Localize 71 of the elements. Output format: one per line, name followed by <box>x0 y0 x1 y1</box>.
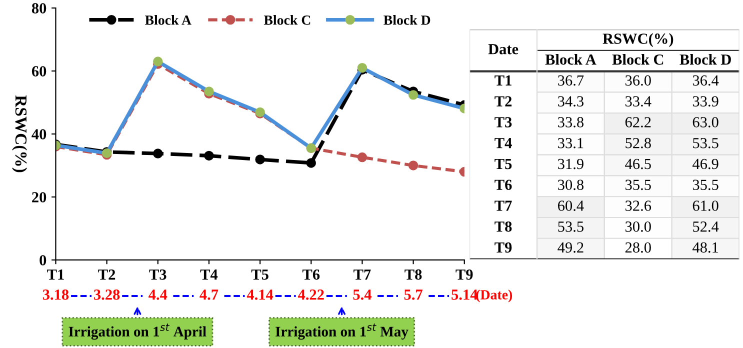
data-label: 46.9 <box>692 158 718 170</box>
data-label: 36.0 <box>626 75 651 86</box>
x-tick-label: T4 <box>200 270 218 280</box>
y-tick-label: T9 <box>494 242 512 253</box>
data-label: 36.7 <box>558 75 584 86</box>
text: Irrigation on 1$^{st}$ April <box>68 324 206 340</box>
y-tick-label: T5 <box>494 158 512 170</box>
y-tick-label: 60 <box>32 66 46 76</box>
text: 4.7 <box>200 290 218 300</box>
legend-label: Block A <box>145 15 192 25</box>
y-tick-label: T6 <box>494 180 512 190</box>
x-tick-label: T8 <box>404 269 422 280</box>
data-label: 48.1 <box>692 242 718 253</box>
y-tick-label: T1 <box>494 75 512 86</box>
y-tick-label: T2 <box>494 96 512 106</box>
y-axis-title: Date <box>488 44 518 54</box>
data-label: 35.5 <box>692 180 718 190</box>
data-label: 32.6 <box>626 200 652 211</box>
data-label: 28.0 <box>625 242 651 253</box>
data-label: 53.5 <box>558 221 584 232</box>
data-label: 60.4 <box>558 200 584 211</box>
x-tick-label: T6 <box>302 269 320 280</box>
legend-label: Block D <box>384 15 430 25</box>
text: 4.4 <box>148 290 168 300</box>
text: Irrigation on 1$^{st}$ May <box>276 324 408 340</box>
text: 3.28 <box>94 290 120 300</box>
data-label: 31.9 <box>558 158 584 170</box>
data-label: 35.5 <box>626 180 651 190</box>
data-label: 63.0 <box>692 117 718 128</box>
data-label: 33.9 <box>692 96 718 107</box>
x-tick-label: T1 <box>47 270 64 280</box>
x-tick-label: T9 <box>456 269 473 280</box>
data-label: 34.3 <box>558 96 584 107</box>
legend-label: Block C <box>264 15 310 25</box>
data-label: 36.4 <box>692 75 719 86</box>
data-label: 49.2 <box>558 242 584 253</box>
y-tick-label: T4 <box>494 138 512 148</box>
data-label: 61.0 <box>692 200 718 211</box>
y-tick-label: 40 <box>32 129 46 140</box>
data-label: 62.2 <box>625 117 651 128</box>
x-tick-label: T2 <box>98 269 116 280</box>
data-label: 53.5 <box>693 138 718 148</box>
data-label: 52.4 <box>693 221 719 232</box>
y-tick-label: 20 <box>32 192 46 202</box>
text: 3.18 <box>42 290 69 300</box>
x-tick-label: T7 <box>354 270 371 280</box>
y-axis-title: RSWC(%) <box>12 95 28 172</box>
text: 5.14 <box>452 290 478 300</box>
text: 5.4 <box>353 290 372 300</box>
text: (Date) <box>476 290 512 302</box>
text: 4.22 <box>298 290 324 300</box>
data-label: 30.0 <box>626 221 651 232</box>
data-label: 33.8 <box>558 117 584 128</box>
text: 4.14 <box>246 290 274 300</box>
data-label: 30.8 <box>558 180 584 190</box>
x-tick-label: T5 <box>251 270 268 280</box>
data-label: 33.4 <box>626 96 652 107</box>
x-tick-label: T3 <box>149 269 166 280</box>
y-tick-label: 0 <box>40 255 46 266</box>
text: 5.7 <box>404 290 422 300</box>
data-label: 52.8 <box>626 138 651 148</box>
y-tick-label: 80 <box>32 3 46 14</box>
y-tick-label: T3 <box>494 117 512 128</box>
x-tick-label: Block A <box>545 54 596 65</box>
data-label: 33.1 <box>558 138 584 148</box>
x-tick-label: Block C <box>612 54 664 65</box>
x-tick-label: Block D <box>680 54 731 65</box>
y-tick-label: T7 <box>494 200 512 211</box>
y-tick-label: T8 <box>494 221 512 232</box>
chart-title: RSWC(%) <box>602 33 674 47</box>
data-label: 46.5 <box>625 158 651 170</box>
